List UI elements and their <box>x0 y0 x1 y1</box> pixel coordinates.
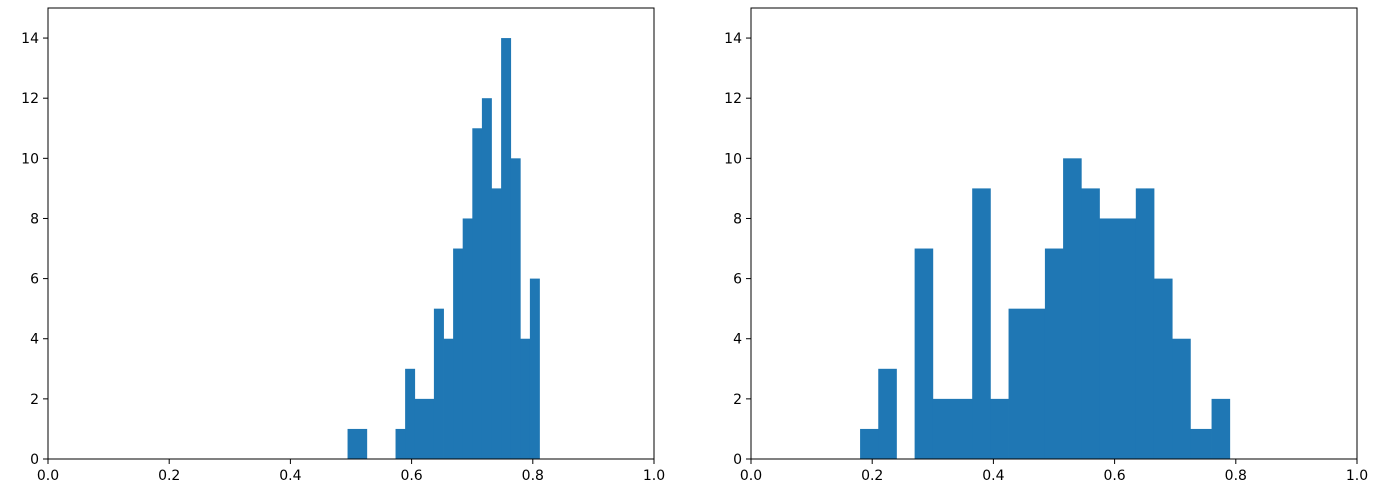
x-tick-label: 1.0 <box>1346 468 1368 484</box>
histogram-left: 0.0 0.2 0.4 0.6 0.8 1.0 0 2 4 6 8 10 12 14 <box>21 7 665 484</box>
histogram-bar <box>520 338 531 459</box>
histogram-bar <box>501 38 512 459</box>
histogram-bar <box>932 398 973 459</box>
y-tick-label: 6 <box>733 272 742 288</box>
x-tick-label: 0.0 <box>37 468 59 484</box>
histogram-bar <box>395 428 406 459</box>
y-tick-label: 6 <box>30 272 39 288</box>
histogram-bar <box>405 368 416 459</box>
histogram-bar <box>443 338 454 459</box>
histogram-bar <box>414 398 435 459</box>
histogram-bar <box>529 278 540 459</box>
y-tick-label: 10 <box>724 151 742 167</box>
histogram-bar <box>453 248 464 459</box>
histogram-bar <box>1211 398 1231 459</box>
y-tick-label: 2 <box>733 392 742 408</box>
histogram-bar <box>510 158 521 459</box>
axes-frame <box>47 7 655 460</box>
x-tick-label: 0.2 <box>158 468 180 484</box>
y-tick-label: 14 <box>724 31 742 47</box>
histogram-bar <box>347 428 368 459</box>
y-tick-label: 10 <box>21 151 39 167</box>
x-tick-label: 0.8 <box>1225 468 1247 484</box>
y-tick-label: 4 <box>733 332 742 348</box>
histogram-bar <box>1008 308 1046 459</box>
histogram-bar <box>1081 188 1100 459</box>
histogram-bar <box>914 248 934 459</box>
histogram-bar <box>1099 218 1137 459</box>
y-tick-label: 0 <box>733 452 742 468</box>
y-tick-label: 4 <box>30 332 39 348</box>
x-tick-label: 0.2 <box>861 468 883 484</box>
x-tick-label: 0.8 <box>522 468 544 484</box>
histogram-bar <box>481 98 492 459</box>
histogram-bar <box>1135 188 1155 459</box>
y-tick-label: 8 <box>30 211 39 227</box>
histogram-right: 0.0 0.2 0.4 0.6 0.8 1.0 0 2 4 6 8 10 12 14 <box>724 7 1368 484</box>
histogram-bar <box>990 398 1009 459</box>
histogram-bar <box>1190 428 1212 459</box>
x-tick-label: 0.4 <box>279 468 301 484</box>
histogram-bar <box>491 188 502 459</box>
x-tick-label: 0.4 <box>982 468 1004 484</box>
x-tick-label: 0.6 <box>1103 468 1125 484</box>
histogram-bar <box>860 428 879 459</box>
axes-frame <box>750 7 1358 460</box>
histogram-bar <box>472 128 483 459</box>
x-tick-label: 1.0 <box>643 468 665 484</box>
histogram-bar <box>1153 278 1173 459</box>
histogram-bar <box>878 368 897 459</box>
histogram-bar <box>1044 248 1064 459</box>
x-tick-label: 0.0 <box>740 468 762 484</box>
y-tick-label: 2 <box>30 392 39 408</box>
histogram-bar <box>462 218 473 459</box>
histogram-bar <box>1172 338 1191 459</box>
y-tick-label: 8 <box>733 211 742 227</box>
y-tick-label: 0 <box>30 452 39 468</box>
y-tick-label: 12 <box>21 91 39 107</box>
x-tick-label: 0.6 <box>400 468 422 484</box>
histogram-bar <box>1063 158 1082 459</box>
histogram-bar <box>972 188 991 459</box>
histogram-bar <box>433 308 444 459</box>
y-tick-label: 12 <box>724 91 742 107</box>
y-tick-label: 14 <box>21 31 39 47</box>
